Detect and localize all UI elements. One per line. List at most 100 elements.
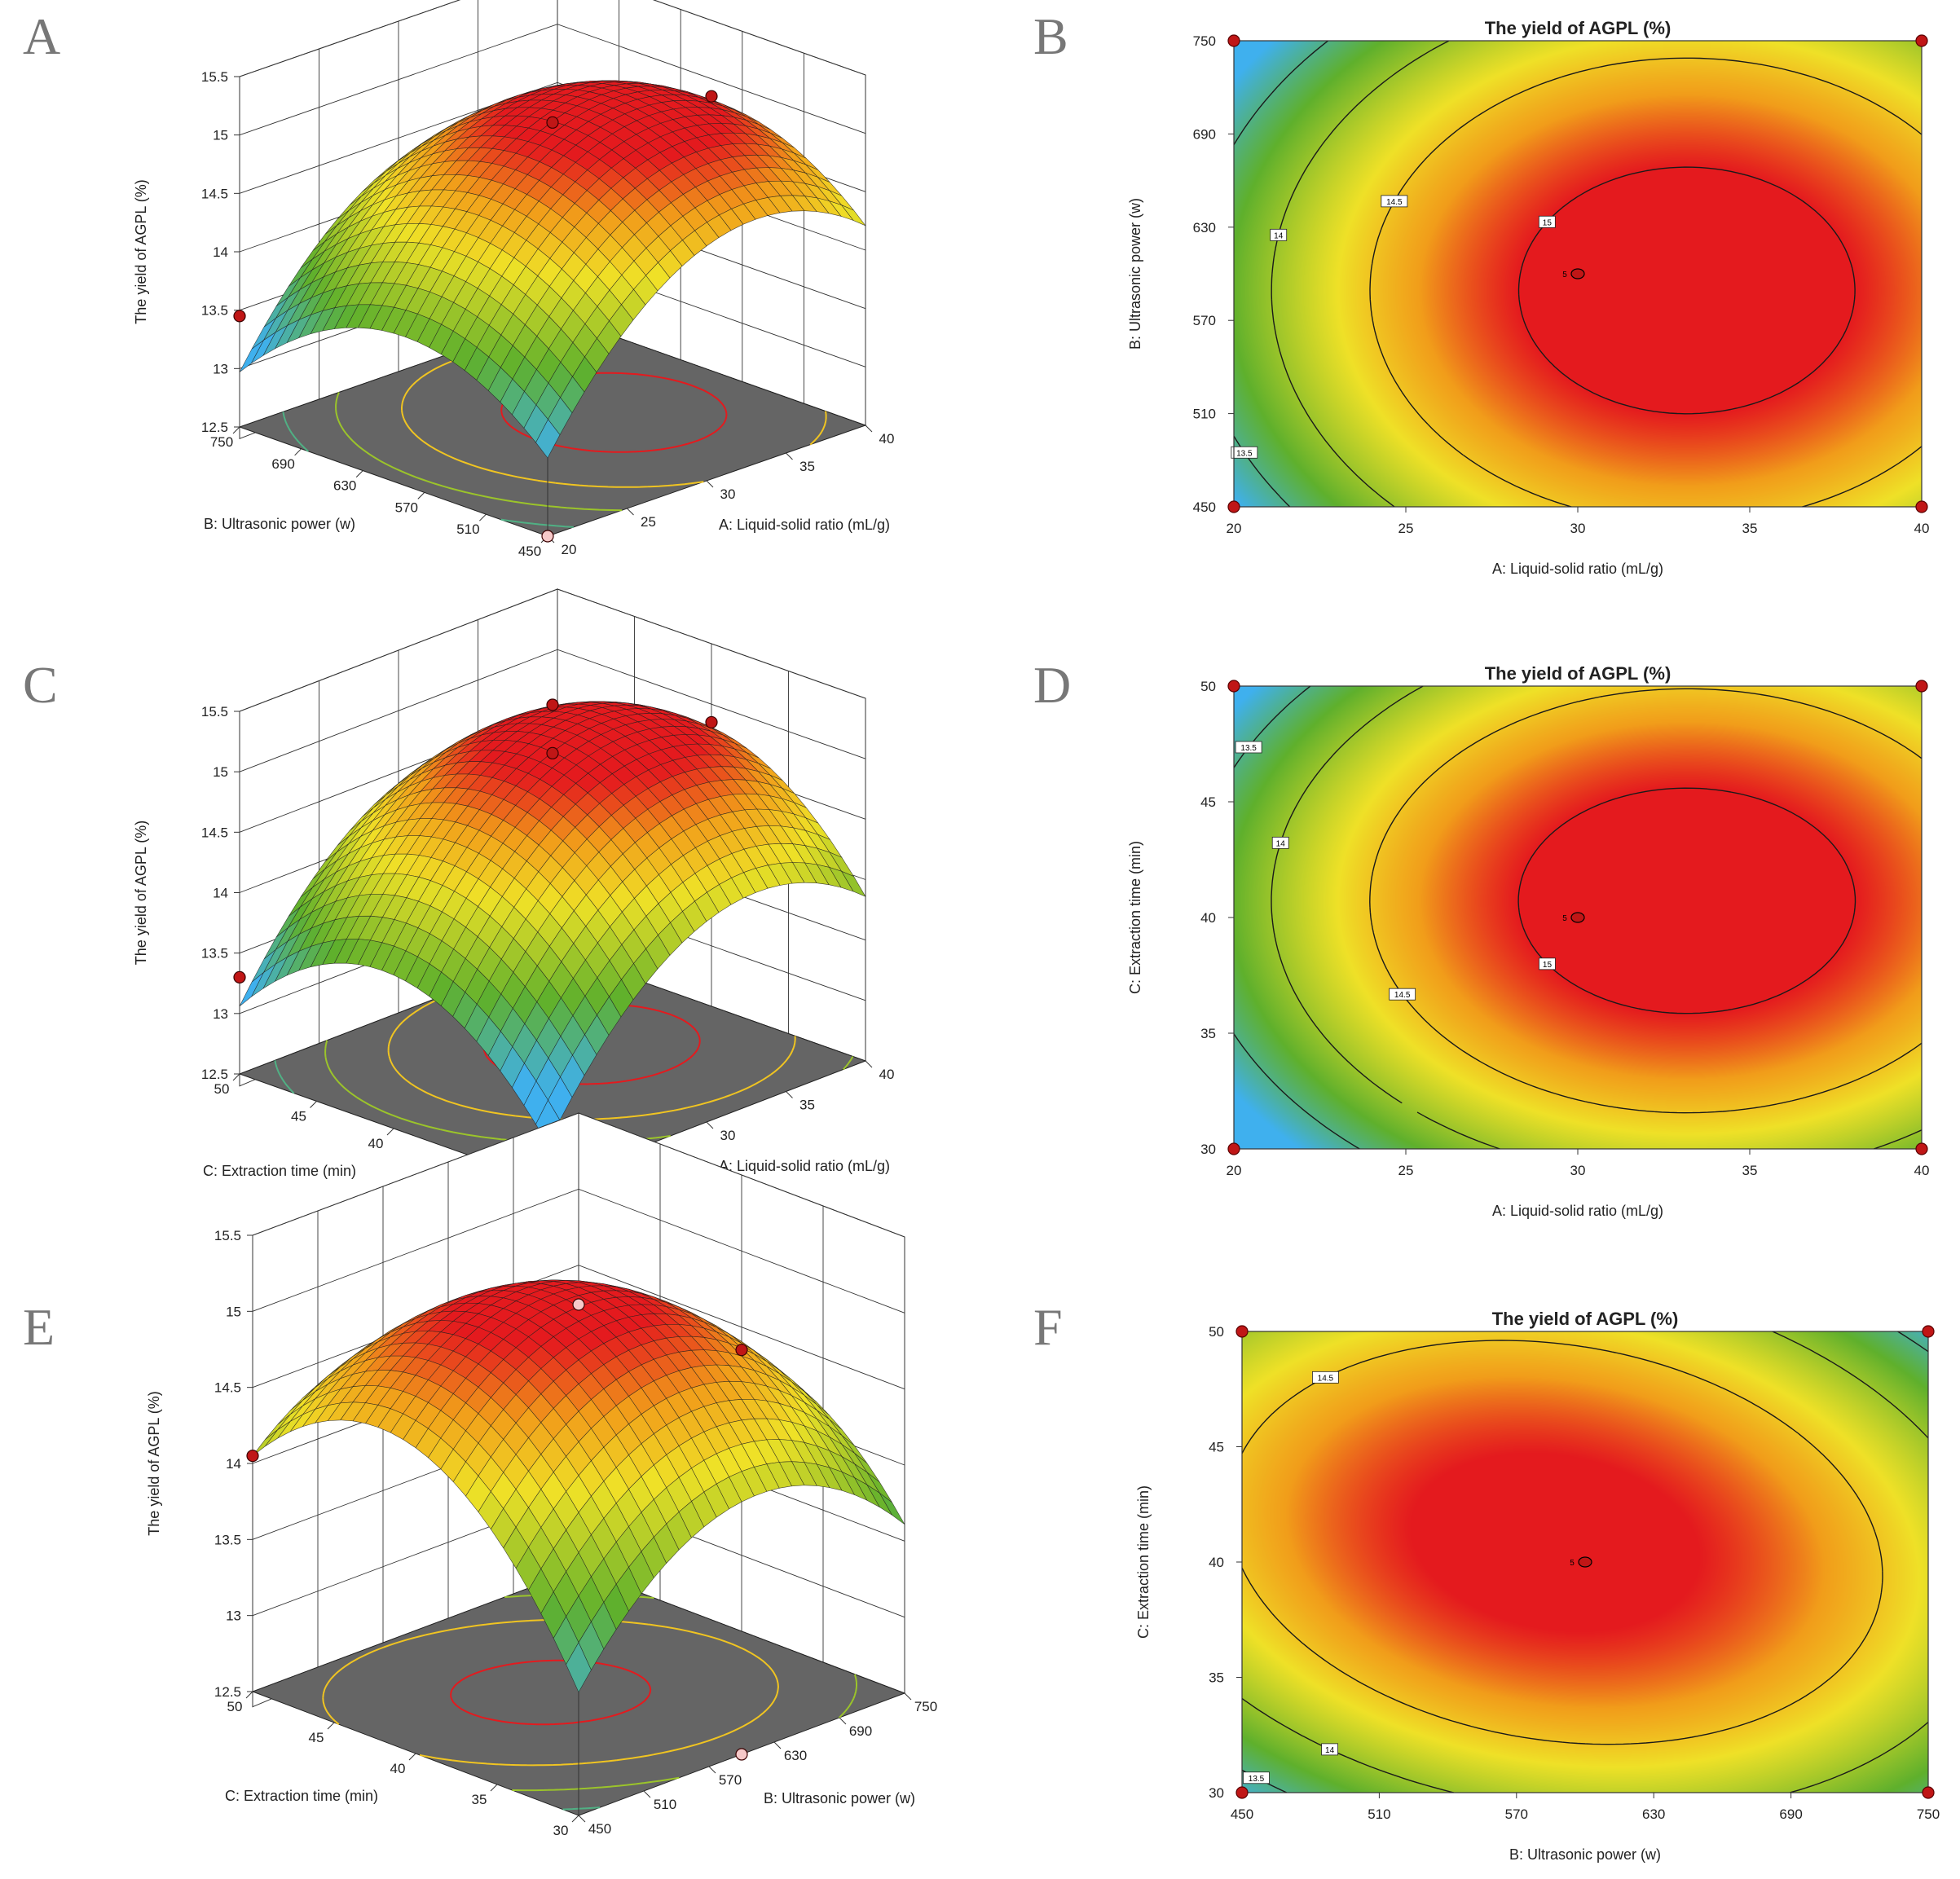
- x-tick-label: 35: [799, 459, 815, 474]
- design-point: [546, 116, 559, 129]
- y-tick-label: 570: [395, 499, 418, 515]
- z-tick-label: 12.5: [201, 420, 228, 435]
- x-tick-label: 35: [1742, 1163, 1758, 1178]
- y-axis-label: C: Extraction time (min): [225, 1788, 378, 1804]
- y-tick-label: 35: [1200, 1026, 1216, 1041]
- x-tick-label: 25: [1398, 1163, 1414, 1178]
- z-axis-label: The yield of AGPL (%): [146, 1391, 162, 1535]
- design-point: [1235, 1786, 1249, 1799]
- x-tick-label: 690: [1779, 1806, 1802, 1822]
- y-axis-label: B: Ultrasonic power (w): [1127, 198, 1143, 350]
- y-tick-label: 510: [1193, 407, 1216, 422]
- x-tick-label: 40: [879, 431, 895, 447]
- design-point: [546, 746, 559, 759]
- contour-label-box: [1539, 957, 1556, 970]
- z-tick-label: 13.5: [201, 303, 228, 319]
- design-point: [546, 698, 559, 711]
- y-tick-label: 40: [368, 1136, 384, 1151]
- surface-plot-a: 12.5 13 13.5 14 14.5 15 15.5 20 25 30 35 40 450 510 57…: [133, 0, 894, 559]
- y-tick-label: 40: [1209, 1555, 1224, 1570]
- panel-label-b: B: [1033, 7, 1068, 65]
- y-tick-mark: [327, 1722, 335, 1730]
- y-tick-label: 45: [1209, 1440, 1224, 1455]
- y-tick-mark: [490, 1784, 498, 1792]
- y-tick-label: 690: [1193, 126, 1216, 142]
- y-tick-label: 50: [214, 1081, 230, 1097]
- design-point: [1922, 1786, 1935, 1799]
- x-tick-label: 510: [1368, 1806, 1390, 1822]
- z-tick-label: 15.5: [214, 1228, 241, 1243]
- x-tick-mark: [786, 1091, 793, 1098]
- x-axis-label: A: Liquid-solid ratio (mL/g): [1492, 561, 1663, 577]
- y-tick-label: 510: [456, 521, 479, 537]
- y-tick-label: 630: [1193, 220, 1216, 235]
- x-tick-mark: [627, 508, 634, 516]
- x-tick-label: 630: [1642, 1806, 1665, 1822]
- contour-line: [1517, 166, 1856, 415]
- x-tick-mark: [839, 1717, 847, 1725]
- contour-line: [1271, 40, 1450, 508]
- design-point: [1922, 1325, 1935, 1338]
- design-point: [735, 1748, 748, 1761]
- y-tick-mark: [571, 1815, 579, 1823]
- contour-plot-b: 13.5 14 14.5 15 20 25 30 35 40 450 510 570 630 690 750…: [1127, 18, 1929, 577]
- contour-label: 13.5: [1249, 1775, 1265, 1784]
- y-tick-label: 45: [309, 1730, 324, 1745]
- contour-label-box: [1312, 1371, 1339, 1384]
- y-tick-label: 630: [333, 478, 356, 494]
- y-tick-label: 690: [271, 456, 294, 472]
- z-tick-label: 14.5: [201, 825, 228, 840]
- x-tick-label: 510: [654, 1797, 676, 1812]
- surface-cell: [566, 1642, 592, 1693]
- panel-label-a: A: [23, 7, 60, 65]
- contour-label: 15: [1543, 218, 1553, 227]
- center-point: [1570, 912, 1585, 923]
- contour-label-box: [1381, 195, 1408, 208]
- surface-mesh: [239, 80, 866, 459]
- x-tick-label: 690: [849, 1723, 872, 1739]
- z-tick-label: 14: [213, 244, 228, 260]
- design-point: [233, 310, 246, 323]
- z-tick-label: 13.5: [214, 1532, 241, 1547]
- x-tick-label: 30: [1570, 1163, 1586, 1178]
- contour-label: 14.5: [1386, 198, 1403, 207]
- x-tick-label: 25: [1398, 521, 1414, 536]
- design-point: [572, 1298, 585, 1311]
- y-axis-label: C: Extraction time (min): [203, 1163, 356, 1179]
- y-tick-label: 35: [472, 1792, 487, 1807]
- contour-label-box: [1231, 446, 1258, 459]
- y-tick-label: 570: [1193, 313, 1216, 328]
- surface-cell: [535, 419, 561, 459]
- design-point: [1915, 34, 1928, 47]
- x-tick-label: 30: [720, 1128, 736, 1143]
- contour-label: 14: [1325, 1746, 1335, 1755]
- x-tick-mark: [706, 1121, 714, 1129]
- contour-label-box: [1270, 228, 1288, 241]
- z-tick-label: 15: [213, 764, 228, 780]
- x-tick-label: 750: [914, 1699, 937, 1714]
- y-tick-label: 750: [1193, 33, 1216, 49]
- y-tick-mark: [386, 1128, 394, 1136]
- y-tick-label: 30: [1209, 1785, 1224, 1801]
- surface-plot-e: 12.5 13 13.5 14 14.5 15 15.5 450 510 570 630 690 750…: [146, 1112, 937, 1838]
- x-tick-label: 40: [879, 1067, 895, 1082]
- x-tick-label: 450: [588, 1821, 611, 1837]
- y-tick-mark: [245, 1691, 253, 1699]
- center-point-count: 5: [1562, 914, 1567, 923]
- design-point: [735, 1344, 748, 1357]
- floor-contour-line: [450, 1659, 652, 1726]
- x-tick-label: 750: [1917, 1806, 1940, 1822]
- x-axis-label: A: Liquid-solid ratio (mL/g): [719, 517, 890, 533]
- design-point: [233, 970, 246, 984]
- center-point: [1578, 1556, 1592, 1568]
- contour-line: [1369, 688, 1923, 1114]
- z-tick-label: 13: [213, 361, 228, 376]
- x-tick-mark: [904, 1692, 912, 1701]
- x-tick-label: 20: [562, 542, 577, 557]
- surface-plot-c: 12.51313.51414.51515.5202530354030354045…: [133, 588, 895, 1206]
- x-tick-label: 40: [1914, 521, 1930, 536]
- y-axis-label: B: Ultrasonic power (w): [204, 516, 355, 532]
- design-point: [1227, 680, 1240, 693]
- design-point: [705, 715, 718, 729]
